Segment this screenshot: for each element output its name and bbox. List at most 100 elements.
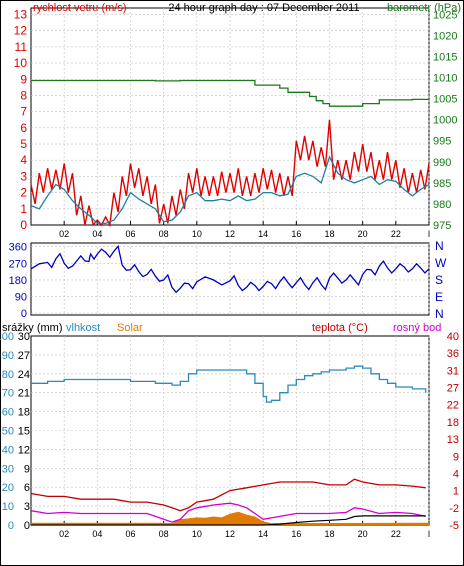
x-tick-label: 16 (291, 229, 301, 239)
x-tick-label: 02 (59, 229, 69, 239)
wind-speed-tick-label: 9 (20, 72, 27, 86)
pressure-tick-label: 1005 (433, 94, 457, 106)
temperature-tick-label: 31 (447, 365, 459, 377)
pressure-tick-label: 985 (433, 178, 451, 190)
compass-tick-label: N (435, 307, 444, 321)
x-tick-label: 08 (159, 229, 169, 239)
temperature-tick-label: 36 (447, 348, 459, 360)
humidity-tick-label: 50 (2, 426, 14, 438)
humidity-tick-label: 30 (2, 463, 14, 475)
wind-speed-tick-label: 1 (20, 202, 27, 216)
wind-speed-tick-label: 0 (20, 218, 27, 232)
humidity-tick-label: 60 (2, 407, 14, 419)
dewpoint-legend-label: rosný bod (393, 322, 441, 334)
wind-speed-tick-label: 3 (20, 169, 27, 183)
direction-tick-label: 360 (9, 242, 27, 254)
humidity-tick-label: 0 (8, 520, 14, 532)
rain-tick-label: 18 (18, 407, 30, 419)
humidity-tick-label: 90 (2, 350, 14, 362)
dewpoint-series (30, 502, 426, 523)
wind-speed-tick-label: 12 (14, 24, 28, 38)
x-tick-label: 10 (192, 229, 202, 239)
temperature-tick-label: 27 (447, 383, 459, 395)
solar-legend-label: Solar (117, 322, 143, 334)
wind-direction-series (30, 244, 430, 294)
rain-tick-label: 0 (24, 520, 30, 532)
x-tick-label: 06 (125, 229, 135, 239)
x-tick-label: 04 (92, 529, 102, 539)
wind-speed-tick-label: 4 (20, 153, 27, 167)
rain-tick-label: 24 (18, 369, 30, 381)
pressure-tick-label: 1000 (433, 115, 457, 127)
direction-tick-label: 270 (9, 258, 27, 270)
x-tick-label: l (428, 529, 430, 539)
humidity-tick-label: 10 (2, 501, 14, 513)
wind-speed-axis-title: rychlost vetru (m/s) (33, 2, 127, 14)
wind-speed-tick-label: 8 (20, 88, 27, 102)
rain-tick-label: 12 (18, 444, 30, 456)
compass-tick-label: S (435, 273, 443, 287)
humidity-series (31, 365, 427, 403)
x-tick-label: 10 (192, 529, 202, 539)
temperature-tick-label: 18 (447, 417, 459, 429)
pressure-tick-label: 990 (433, 157, 451, 169)
x-tick-label: 22 (391, 529, 401, 539)
humidity-tick-label: 100 (0, 331, 14, 343)
wind-speed-tick-label: 7 (20, 105, 27, 119)
pressure-series (31, 79, 429, 107)
wind-speed-tick-label: 6 (20, 121, 27, 135)
chart-title: 24 hour graph day : 07 December 2011 (168, 2, 359, 14)
temperature-tick-label: 13 (447, 434, 459, 446)
humidity-tick-label: 20 (2, 482, 14, 494)
temperature-series (30, 478, 426, 512)
humidity-tick-label: 70 (2, 388, 14, 400)
wind-avg-series (30, 155, 430, 225)
pressure-tick-label: 980 (433, 199, 451, 211)
temperature-tick-label: -2 (449, 503, 459, 515)
compass-tick-label: E (435, 290, 443, 304)
temperature-tick-label: 40 (447, 331, 459, 343)
direction-tick-label: 0 (21, 308, 27, 320)
x-tick-label: 14 (258, 229, 268, 239)
wind-speed-series (30, 119, 430, 228)
temperature-tick-label: 1 (453, 486, 459, 498)
compass-tick-label: W (435, 256, 447, 270)
temperature-tick-label: 4 (453, 468, 459, 480)
temperature-tick-label: 22 (447, 400, 459, 412)
humidity-tick-label: 40 (2, 444, 14, 456)
rain-tick-label: 27 (18, 350, 30, 362)
x-tick-label: 06 (125, 529, 135, 539)
wind-speed-tick-label: 13 (14, 7, 28, 21)
x-tick-label: 22 (391, 229, 401, 239)
rain-tick-label: 15 (18, 426, 30, 438)
x-tick-label: 20 (358, 529, 368, 539)
pressure-tick-label: 1010 (433, 73, 457, 85)
humidity-tick-label: 80 (2, 369, 14, 381)
temperature-tick-label: -5 (449, 520, 459, 532)
rain-series (31, 515, 426, 526)
solar-area (31, 511, 429, 525)
pressure-tick-label: 1025 (433, 9, 457, 21)
x-tick-label: 12 (225, 229, 235, 239)
x-tick-label: 18 (324, 529, 334, 539)
pressure-axis-title: barometr (hPa) (387, 2, 461, 14)
x-tick-label: 16 (291, 529, 301, 539)
x-tick-label: 08 (159, 529, 169, 539)
wind-speed-tick-label: 11 (15, 40, 28, 54)
pressure-tick-label: 1015 (433, 51, 457, 63)
rain-tick-label: 21 (18, 388, 30, 400)
direction-tick-label: 90 (15, 292, 27, 304)
x-tick-label: 02 (59, 529, 69, 539)
rain-tick-label: 6 (24, 482, 30, 494)
pressure-tick-label: 975 (433, 220, 451, 232)
x-tick-label: 20 (358, 229, 368, 239)
x-tick-label: 12 (225, 529, 235, 539)
pressure-tick-label: 1020 (433, 30, 457, 42)
x-tick-label: 04 (92, 229, 102, 239)
temperature-tick-label: 9 (453, 451, 459, 463)
wind-speed-tick-label: 2 (20, 186, 27, 200)
rain-tick-label: 3 (24, 501, 30, 513)
x-tick-label: 18 (324, 229, 334, 239)
wind-speed-tick-label: 10 (14, 56, 28, 70)
